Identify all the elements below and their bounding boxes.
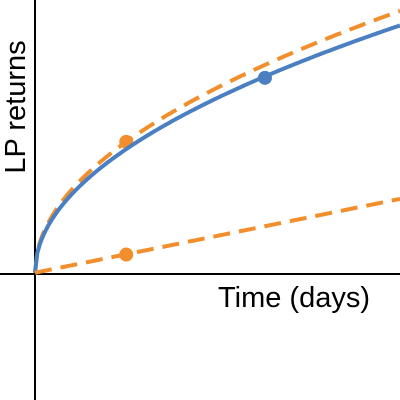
series-marker-solid [257, 70, 272, 85]
x-axis-label: Time (days) [218, 282, 370, 314]
series-line-upper-dashed [33, 9, 400, 273]
series-line-lower-dashed [34, 196, 400, 275]
y-axis-label: LP returns [0, 40, 32, 173]
series-layer [33, 9, 400, 275]
series-line-solid [33, 23, 400, 273]
series-marker-lower-dashed [119, 247, 134, 262]
